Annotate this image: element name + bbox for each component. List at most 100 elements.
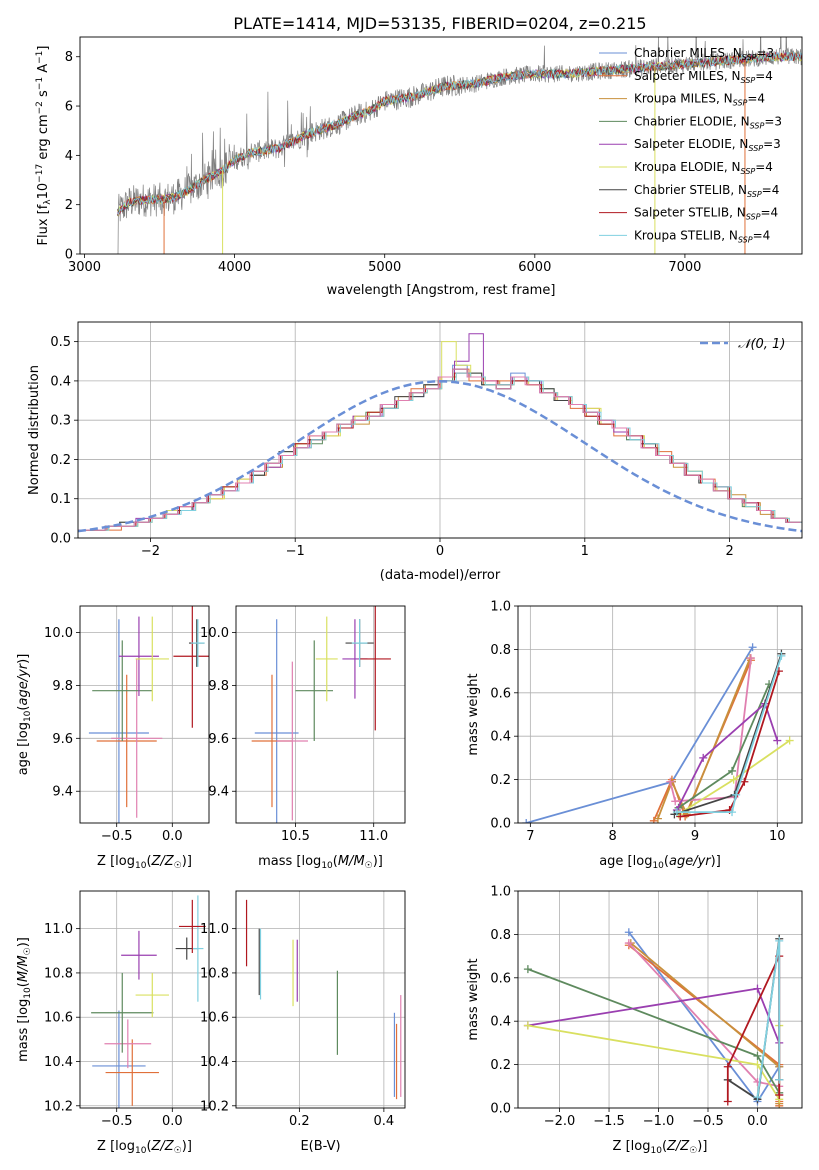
weight-marker (785, 736, 794, 745)
chart-weight-vs-z-ytick-label: 0.2 (490, 1058, 511, 1073)
mass-z-xlabel-part: ( (146, 1139, 151, 1154)
chart-weight-vs-age-xtick-label: 9 (691, 829, 699, 844)
legend-entry-sub: SSP (741, 167, 756, 176)
legend-entry-count: =4 (755, 69, 773, 83)
weight-marker (753, 1093, 762, 1102)
age-z-xlabel-part: ☉ (174, 861, 182, 871)
weight-age-xlabel-part: )] (711, 854, 721, 869)
chart-mass-vs-z-ytick-label: 10.2 (44, 1099, 73, 1114)
mass-z-ylabel-part: ☉ (23, 947, 33, 955)
legend-entry-sub: SSP (742, 53, 757, 62)
age-z-ylabel-part: 10 (23, 710, 33, 722)
legend-entry-count: =3 (764, 114, 782, 128)
weight-line-kroupa-stelib (676, 655, 783, 813)
age-z-ylabel: age [log10(age/yr)] (16, 654, 33, 776)
age-vs-metallicity-panel: −0.5 0.09.49.69.810.0Z [log10(Z/Z☉)]age [… (16, 605, 210, 871)
errorbar-group (88, 606, 209, 823)
chart-weight-vs-age-ytick-label: 0.2 (490, 773, 511, 788)
weight-vs-age-panel: 7 8 9 10 0.0 0.2 0.4 0.6 0.8 1.0 mass weight age [l… (466, 600, 803, 871)
age-z-xlabel-part: 10 (135, 861, 147, 871)
weight-marker (748, 643, 757, 652)
weight-line-chabrier-elodie (527, 968, 780, 1094)
legend-entry: Chabrier ELODIE, NSSP=3 (634, 114, 782, 130)
weight-line-kroupa-miles (657, 657, 751, 820)
mass-z-xlabel-part: Z/Z (151, 1139, 175, 1154)
chart-spectrum-xtick-label: 4000 (218, 260, 251, 275)
weight-marker (775, 1090, 784, 1099)
legend-entry: Kroupa MILES, NSSP=4 (634, 92, 765, 108)
mass-z-xlabel-part: 10 (135, 1146, 147, 1156)
chart-mass-vs-ebv-ytick-label: 10.2 (200, 1099, 229, 1114)
chart-age-vs-z-xtick-label: 0.0 (162, 829, 183, 844)
chart-spectrum-ytick-label: 0 (65, 248, 73, 263)
mass-vs-metallicity-panel: −0.5 0.010.210.410.610.811.0Z [log10(Z/Z☉… (16, 890, 210, 1156)
chart-weight-vs-age-xtick-label: 7 (526, 829, 534, 844)
chart-mass-vs-ebv-ytick-label: 11.0 (200, 922, 229, 937)
mass-z-ylabel-part: ( (16, 982, 31, 987)
spectrum-ylabel-part: λ (43, 199, 53, 205)
legend-entry-name: Kroupa ELODIE, N (634, 160, 741, 174)
model-spectrum-kroupa-stelib (117, 51, 802, 216)
weight-z-xlabel-part: ( (662, 1139, 667, 1154)
chart-mass-vs-z-ytick-label: 10.8 (44, 966, 73, 981)
panel-frame (517, 890, 803, 1109)
mass-z-ylabel-part: 10 (23, 987, 33, 999)
legend-entry-name: Salpeter ELODIE, N (634, 137, 748, 151)
legend-entry: Kroupa STELIB, NSSP=4 (634, 228, 770, 244)
chart-residual-histogram-xtick-label: 1 (581, 544, 589, 559)
histogram-ylabel: Normed distribution (27, 365, 42, 495)
chart-age-vs-mass-xtick-label: 10.5 (281, 829, 310, 844)
weight-line-pink (669, 657, 752, 803)
age-mass-xlabel-part: 10 (321, 861, 333, 871)
chart-weight-vs-z-ytick-label: 0.4 (490, 1015, 511, 1030)
legend-entry-count: =4 (755, 160, 773, 174)
weight-marker (746, 654, 755, 663)
chart-mass-vs-z-ytick-label: 10.4 (44, 1055, 73, 1070)
histogram-steps (78, 333, 802, 533)
legend-entry-sub: SSP (741, 76, 756, 85)
weight-marker (728, 766, 737, 775)
chart-residual-histogram-xtick-label: −1 (286, 544, 305, 559)
chart-age-vs-mass-xtick-label: 11.0 (359, 829, 388, 844)
weight-ylabel: mass weight (466, 673, 481, 755)
chart-age-vs-mass-ytick-label: 9.6 (208, 732, 229, 747)
age-z-ylabel-part: )] (16, 654, 31, 664)
weight-marker (676, 812, 685, 821)
gaussian-curve (78, 380, 802, 533)
chart-mass-vs-ebv-ytick-label: 10.4 (200, 1055, 229, 1070)
legend-entry-count: =4 (753, 228, 771, 242)
weight-marker (522, 819, 531, 823)
chart-spectrum-ytick-label: 8 (65, 50, 73, 65)
age-z-xlabel-part: Z/Z (151, 854, 175, 869)
age-mass-xlabel-part: )] (373, 854, 383, 869)
panel-frame (79, 605, 210, 824)
chart-age-vs-z-ytick-label: 9.4 (52, 785, 73, 800)
spectrum-ylabel-part: −2 (35, 101, 45, 114)
chart-mass-vs-ebv-xtick-label: 0.4 (374, 1114, 395, 1129)
age-vs-mass-panel: 10.5 11.0 9.4 9.6 9.8 10.0 mass [log10(M/M☉)] (200, 605, 406, 871)
spectrum-xlabel: wavelength [Angstrom, rest frame] (327, 283, 556, 298)
legend-entry: Salpeter STELIB, NSSP=4 (634, 206, 778, 222)
chart-age-vs-mass-ytick-label: 9.4 (208, 785, 229, 800)
legend-entry-sub: SSP (748, 144, 763, 153)
weight-marker (653, 814, 662, 823)
weight-line-chabrier-stelib (727, 938, 781, 1101)
weight-line-chabrier-miles (628, 931, 780, 1104)
chart-residual-histogram-xtick-label: 2 (725, 544, 733, 559)
histogram-frame (77, 321, 803, 539)
weight-z-xlabel-part: )] (697, 1139, 707, 1154)
weight-marker (671, 797, 680, 806)
chart-mass-vs-z-ytick-label: 11.0 (44, 922, 73, 937)
chart-weight-vs-z-xtick-label: 0.0 (747, 1114, 768, 1129)
chart-weight-vs-z-xtick-label: −1.0 (643, 1114, 675, 1129)
panel-frame (79, 890, 210, 1109)
chart-residual-histogram-ytick-label: 0.4 (50, 374, 71, 389)
mass-z-ylabel-part: mass [log (16, 999, 31, 1062)
weight-z-xlabel-part: Z/Z (666, 1139, 690, 1154)
mass-z-xlabel-part: ☉ (174, 1146, 182, 1156)
weight-age-xlabel: age [log10(age/yr)] (599, 854, 721, 871)
weight-marker (753, 984, 762, 993)
spectrum-ylabel-part: erg cm (36, 114, 51, 163)
chart-weight-vs-age-xtick-label: 8 (609, 829, 617, 844)
chart-weight-vs-z-ytick-label: 0.0 (490, 1102, 511, 1117)
